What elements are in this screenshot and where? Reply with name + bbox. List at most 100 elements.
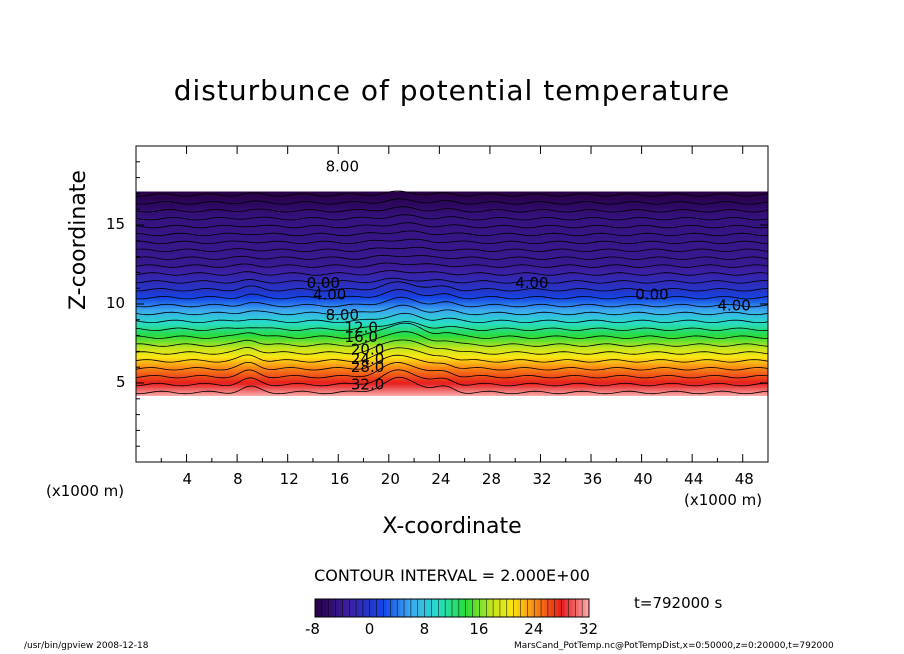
contour-band [136, 354, 768, 357]
contour-band [136, 352, 768, 355]
colorbar-tick-label: 8 [419, 620, 430, 638]
contour-band [136, 283, 768, 286]
contour-line [136, 322, 768, 339]
colorbar-cell [561, 599, 566, 617]
contour-band [136, 270, 768, 273]
contour-band [136, 281, 768, 284]
contour-line [136, 230, 768, 237]
colorbar-tick-label: 32 [579, 620, 599, 638]
colorbar-cell [390, 599, 395, 617]
contour-band [136, 343, 768, 346]
contour-band [136, 280, 768, 283]
contour-label: 32.0 [351, 375, 384, 393]
contour-band [136, 333, 768, 336]
contour-label: 8.00 [326, 157, 359, 175]
colorbar-cell [558, 599, 563, 617]
contour-band [136, 287, 768, 291]
contour-band [136, 229, 768, 232]
colorbar-cell [356, 599, 361, 617]
contour-line [136, 288, 768, 300]
colorbar-cell [493, 599, 498, 617]
footer-left: /usr/bin/gpview 2008-12-18 [24, 641, 149, 651]
contour-band [136, 261, 768, 264]
contour-band [136, 278, 768, 281]
axis-ticks [136, 146, 768, 462]
contour-band [136, 191, 768, 194]
colorbar-cell [441, 599, 446, 617]
contour-band [136, 201, 768, 204]
colorbar-cell [400, 599, 405, 617]
colorbar-tick-label: 24 [524, 620, 544, 638]
contour-band [136, 382, 768, 385]
contour-line [136, 362, 768, 379]
contour-band [136, 324, 768, 327]
x-unit-label: (x1000 m) [684, 491, 763, 509]
x-tick-label: 12 [279, 470, 299, 488]
colorbar-cell [530, 599, 535, 617]
x-tick-label: 16 [330, 470, 350, 488]
contour-band [136, 289, 768, 292]
contour-band [136, 373, 768, 376]
colorbar-cell [428, 599, 432, 617]
contour-band [136, 346, 768, 349]
colorbar-cell [380, 599, 384, 617]
contour-band [136, 298, 768, 302]
contour-band [136, 322, 768, 325]
colorbar-cell [345, 599, 350, 617]
colorbar-cell [325, 599, 330, 617]
x-tick-label: 44 [684, 470, 704, 488]
colorbar-cell [547, 599, 552, 617]
colorbar-cell [520, 599, 525, 617]
contour-band [136, 262, 768, 265]
contour-band [136, 297, 768, 300]
colorbar-cell [489, 599, 494, 617]
colorbar-cell [465, 599, 470, 617]
contour-line [136, 376, 768, 395]
colorbar-cell [582, 599, 587, 617]
colorbar-cell [366, 599, 371, 617]
contour-band [136, 221, 768, 224]
contour-band [136, 368, 768, 371]
contour-band [136, 237, 768, 240]
contour-band [136, 381, 768, 384]
colorbar-cell [482, 599, 487, 617]
contour-band [136, 303, 768, 306]
contour-band [136, 226, 768, 229]
colorbar-cell [352, 599, 357, 617]
contour-line [136, 347, 768, 363]
contour-line [136, 214, 768, 221]
contour-band [136, 257, 768, 261]
contour-band [136, 327, 768, 330]
colorbar-cell [551, 599, 556, 617]
colorbar-cell [404, 599, 408, 617]
contour-band [136, 338, 768, 341]
contour-band [136, 295, 768, 298]
colorbar-cell [417, 599, 422, 617]
contour-band [136, 291, 768, 294]
contour-band [136, 362, 768, 365]
colorbar-cell [585, 599, 590, 617]
colorbar-cell [475, 599, 480, 617]
colorbar-cell [349, 599, 354, 617]
contour-band [136, 349, 768, 352]
colorbar-cell [452, 599, 456, 617]
y-axis-label: Z-coordinate [66, 170, 91, 310]
contour-band [136, 313, 768, 316]
contour-line [136, 354, 768, 371]
contour-band [136, 264, 768, 267]
colorbar-cell [376, 599, 381, 617]
colorbar-cell [383, 599, 388, 617]
contour-band [136, 360, 768, 363]
colorbar-cell [362, 599, 367, 617]
colorbar-tick-label: -8 [305, 620, 320, 638]
contour-band [136, 210, 768, 213]
contour-band [136, 273, 768, 276]
colorbar-cell [445, 599, 450, 617]
x-tick-label: 48 [734, 470, 754, 488]
contour-label: 4.00 [515, 274, 548, 292]
contour-band [136, 389, 768, 392]
colorbar-cell [328, 599, 333, 617]
contour-band [136, 363, 768, 366]
contour-band [136, 272, 768, 275]
contour-band [136, 317, 768, 321]
